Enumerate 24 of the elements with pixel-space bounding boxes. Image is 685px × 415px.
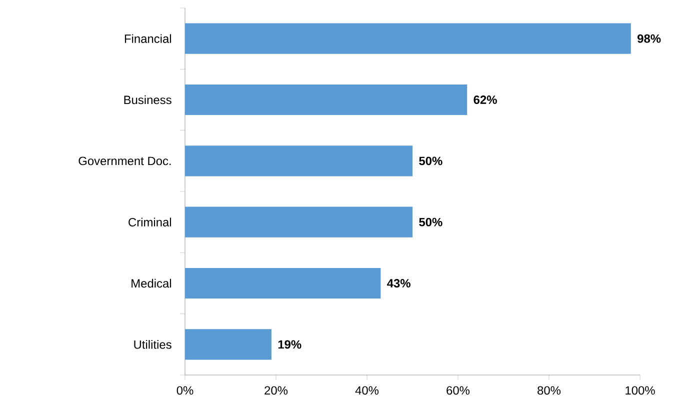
x-tick-label: 0% [176,386,194,395]
x-tick-label: 40% [355,386,379,395]
y-tick-label: Medical [132,278,172,288]
bar [185,206,413,238]
bar [185,268,381,299]
data-label: 50% [419,156,442,166]
bar [185,329,272,360]
data-label: 50% [419,218,442,226]
x-tick-label: 80% [538,386,561,395]
y-tick-label: Financial [124,34,172,43]
bar [185,146,413,176]
x-tick-label: 60% [446,386,470,395]
y-tick-label: Utilities [134,340,172,349]
data-label: 43% [387,279,410,288]
x-tick-label: 20% [264,386,288,395]
bar [185,23,631,54]
data-label: 19% [278,340,302,349]
bar [185,84,468,116]
y-tick-label: Government Doc. [78,156,171,166]
y-tick-label: Business [124,95,172,104]
data-label: 98% [638,34,661,43]
x-tick-label: 100% [626,386,655,395]
y-tick-label: Criminal [128,218,172,226]
data-label: 62% [474,96,497,104]
